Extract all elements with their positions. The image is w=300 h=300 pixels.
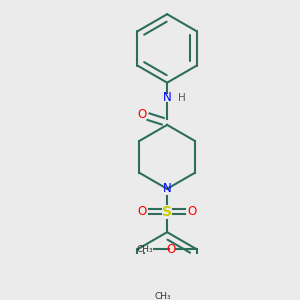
Text: N: N: [163, 182, 172, 195]
Text: O: O: [137, 205, 147, 218]
Text: O: O: [137, 108, 147, 121]
Text: O: O: [188, 205, 197, 218]
Text: O: O: [167, 243, 176, 256]
Text: N: N: [163, 91, 172, 104]
Text: S: S: [162, 205, 172, 219]
Text: CH₃: CH₃: [154, 292, 171, 300]
Text: CH₃: CH₃: [136, 245, 153, 254]
Text: H: H: [178, 92, 186, 103]
